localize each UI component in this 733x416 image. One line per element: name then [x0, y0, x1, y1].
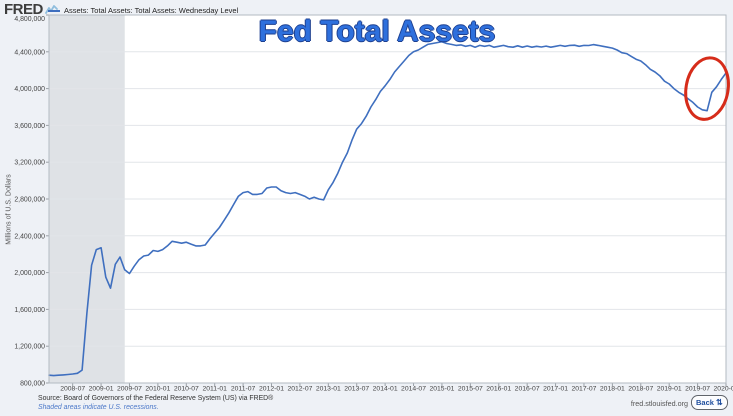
y-tick-label: 4,800,000 — [14, 16, 45, 23]
x-tick-label: 2014-07 — [401, 386, 426, 393]
x-tick-label: 2012-07 — [287, 386, 312, 393]
series-legend[interactable]: Assets: Total Assets: Total Assets: Wedn… — [48, 6, 238, 15]
x-tick-label: 2012-01 — [259, 386, 284, 393]
x-tick-label: 2017-01 — [543, 386, 568, 393]
x-tick-label: 2011-07 — [231, 386, 256, 393]
back-button-label: Back — [696, 398, 714, 407]
y-tick-label: 1,200,000 — [14, 344, 45, 351]
legend-label: Assets: Total Assets: Total Assets: Wedn… — [64, 6, 239, 15]
x-tick-label: 2010-07 — [174, 386, 199, 393]
source-attribution: Source: Board of Governors of the Federa… — [38, 395, 274, 402]
x-tick-label: 2018-07 — [628, 386, 653, 393]
y-tick-label: 3,200,000 — [14, 160, 45, 167]
recession-note: Shaded areas indicate U.S. recessions. — [38, 403, 159, 411]
y-tick-label: 3,600,000 — [14, 123, 45, 130]
y-tick-label: 800,000 — [20, 381, 45, 388]
x-tick-label: 2018-01 — [600, 386, 625, 393]
x-tick-label: 2008-07 — [60, 386, 85, 393]
chart-title: Fed Total Assets — [258, 15, 496, 48]
x-tick-label: 2017-07 — [571, 386, 596, 393]
site-link[interactable]: fred.stlouisfed.org — [630, 399, 688, 408]
x-tick-label: 2010-01 — [145, 386, 170, 393]
x-tick-label: 2013-07 — [344, 386, 369, 393]
y-tick-label: 4,000,000 — [14, 86, 45, 93]
y-tick-label: 1,600,000 — [14, 307, 45, 314]
y-tick-label: 2,400,000 — [14, 233, 45, 240]
highlight-ellipse — [684, 56, 730, 121]
x-tick-label: 2013-01 — [316, 386, 341, 393]
x-tick-label: 2014-01 — [373, 386, 398, 393]
x-tick-label: 2016-01 — [486, 386, 511, 393]
x-tick-label: 2009-01 — [89, 386, 114, 393]
x-tick-label: 2019-07 — [685, 386, 710, 393]
back-button[interactable]: Back ⇅ — [691, 395, 728, 410]
legend-line-swatch — [48, 9, 60, 12]
x-tick-label: 2020-01 — [714, 386, 733, 393]
fred-logo-text: FRED — [4, 1, 43, 18]
y-axis-title: Millions of U.S. Dollars — [5, 174, 13, 245]
y-tick-label: 4,400,000 — [14, 49, 45, 56]
x-tick-label: 2011-01 — [202, 386, 227, 393]
back-button-arrows-icon: ⇅ — [715, 397, 723, 407]
plot-border — [48, 14, 727, 384]
y-tick-label: 2,800,000 — [14, 197, 45, 204]
data-line — [48, 40, 727, 377]
y-tick-label: 2,000,000 — [14, 270, 45, 277]
x-tick-label: 2019-01 — [657, 386, 682, 393]
x-tick-label: 2015-07 — [458, 386, 483, 393]
x-tick-label: 2009-07 — [117, 386, 142, 393]
x-tick-label: 2016-07 — [515, 386, 540, 393]
x-tick-label: 2015-01 — [429, 386, 454, 393]
